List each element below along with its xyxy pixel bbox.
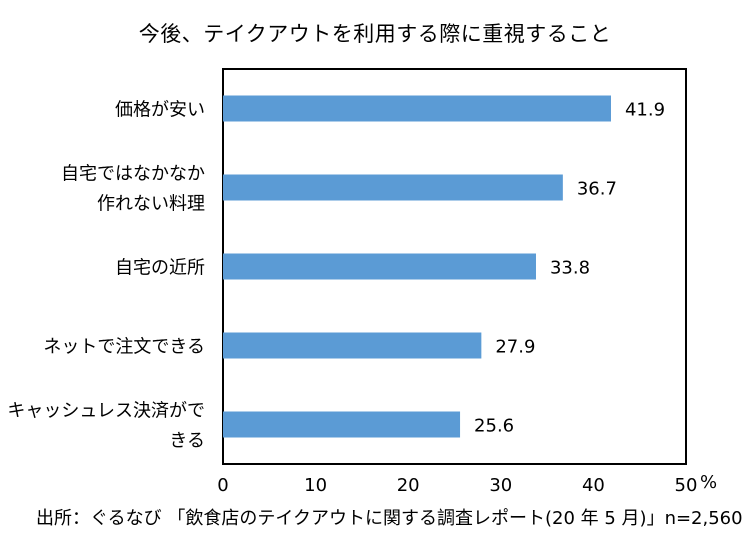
value-label-2: 36.7: [577, 179, 617, 200]
x-tick-label-20: 20: [397, 475, 420, 496]
bar-3: [223, 253, 536, 280]
category-label-5-line-2: きる: [169, 431, 205, 452]
value-label-3: 33.8: [550, 258, 590, 279]
bar-1: [223, 95, 611, 122]
x-tick-label-0: 0: [217, 475, 228, 496]
x-axis-unit: %: [700, 472, 718, 493]
chart-title: 今後、テイクアウトを利用する際に重視すること: [138, 22, 612, 46]
value-labels-group: 41.9 36.7 33.8 27.9 25.6: [474, 100, 665, 437]
bar-2: [223, 174, 563, 201]
bar-4: [223, 332, 482, 359]
category-label-4: ネットで注文できる: [43, 337, 205, 358]
category-label-2-line-2: 作れない料理: [97, 194, 205, 215]
value-label-1: 41.9: [625, 100, 665, 121]
x-tick-label-40: 40: [582, 475, 605, 496]
bar-5: [223, 411, 461, 438]
value-label-5: 25.6: [474, 416, 514, 437]
x-tick-label-50: 50: [675, 475, 698, 496]
x-tick-label-30: 30: [489, 475, 512, 496]
category-label-2-line-1: 自宅ではなかなか: [61, 164, 205, 185]
x-tick-labels-group: 0 10 20 30 40 50: [217, 475, 697, 496]
category-label-3: 自宅の近所: [115, 258, 205, 279]
category-labels-group: 価格が安い自宅ではなかなか作れない料理自宅の近所ネットで注文できるキャッシュレス…: [7, 100, 205, 452]
category-label-5-line-1: キャッシュレス決済がで: [7, 401, 205, 422]
category-label-1: 価格が安い: [115, 100, 205, 121]
source-note: 出所：ぐるなび 「飲食店のテイクアウトに関する調査レポート(20 年 5 月)」…: [36, 508, 743, 529]
bars-group: [223, 95, 611, 438]
value-label-4: 27.9: [495, 337, 535, 358]
x-tick-label-10: 10: [304, 475, 327, 496]
